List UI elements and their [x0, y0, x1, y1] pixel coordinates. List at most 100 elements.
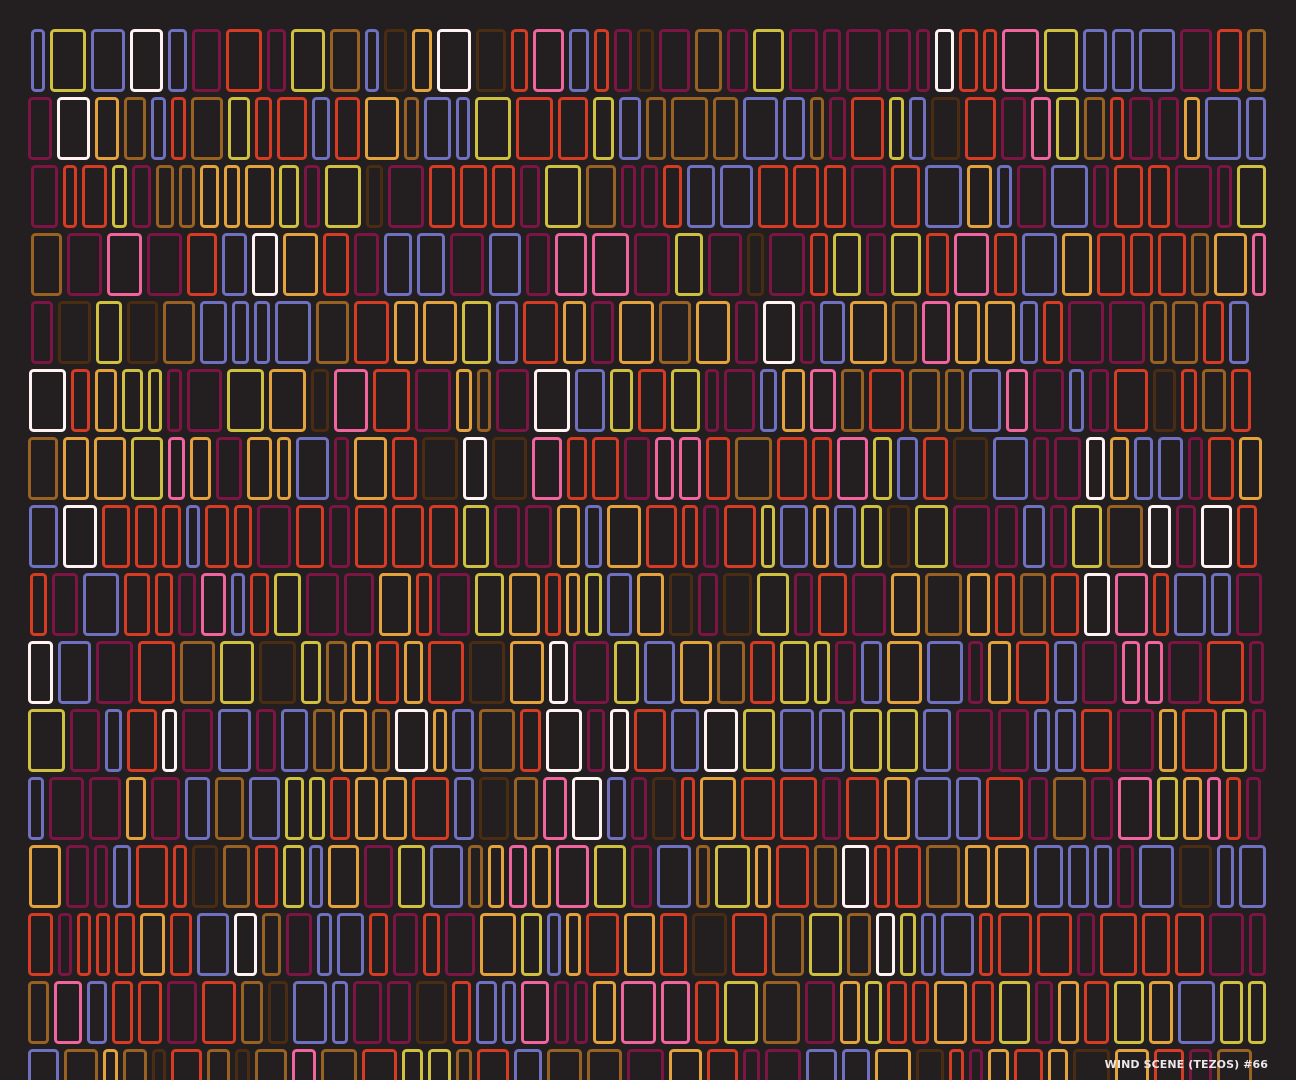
outlined-rectangle [614, 29, 632, 92]
outlined-rectangle [743, 97, 778, 160]
outlined-rectangle [268, 981, 288, 1044]
outlined-rectangle [743, 1049, 760, 1080]
outlined-rectangle [758, 165, 788, 228]
outlined-rectangle [54, 981, 82, 1044]
outlined-rectangle [96, 301, 122, 364]
outlined-rectangle [96, 913, 110, 976]
outlined-rectangle [700, 777, 736, 840]
outlined-rectangle [1153, 369, 1176, 432]
outlined-rectangle [704, 709, 738, 772]
outlined-rectangle [31, 165, 58, 228]
outlined-rectangle [136, 845, 168, 908]
outlined-rectangle [556, 845, 589, 908]
outlined-rectangle [28, 709, 65, 772]
outlined-rectangle [173, 845, 187, 908]
outlined-rectangle [593, 981, 616, 1044]
outlined-rectangle [283, 845, 304, 908]
outlined-rectangle [585, 573, 602, 636]
outlined-rectangle [224, 165, 240, 228]
outlined-rectangle [1139, 29, 1175, 92]
outlined-rectangle [955, 301, 980, 364]
outlined-rectangle [998, 709, 1029, 772]
outlined-rectangle [77, 913, 91, 976]
outlined-rectangle [846, 777, 879, 840]
outlined-rectangle [354, 437, 387, 500]
outlined-rectangle [192, 29, 221, 92]
outlined-rectangle [850, 709, 882, 772]
outlined-rectangle [1175, 913, 1204, 976]
outlined-rectangle [793, 165, 819, 228]
outlined-rectangle [130, 29, 163, 92]
outlined-rectangle [824, 165, 846, 228]
outlined-rectangle [113, 845, 131, 908]
outlined-rectangle [695, 29, 722, 92]
outlined-rectangle [30, 573, 47, 636]
outlined-rectangle [326, 641, 347, 704]
outlined-rectangle [323, 233, 349, 296]
outlined-rectangle [222, 233, 247, 296]
outlined-rectangle [1236, 573, 1262, 636]
outlined-rectangle [671, 97, 708, 160]
outlined-rectangle [283, 233, 318, 296]
outlined-rectangle [988, 1049, 1009, 1080]
outlined-rectangle [404, 97, 419, 160]
outlined-rectangle [659, 301, 691, 364]
outlined-rectangle [1237, 505, 1257, 568]
outlined-rectangle [330, 29, 360, 92]
outlined-rectangle [492, 165, 515, 228]
outlined-rectangle [696, 301, 730, 364]
outlined-rectangle [148, 369, 162, 432]
outlined-rectangle [865, 981, 882, 1044]
outlined-rectangle [610, 709, 629, 772]
outlined-rectangle [496, 369, 529, 432]
outlined-rectangle [682, 505, 698, 568]
outlined-rectangle [953, 437, 988, 500]
outlined-rectangle [621, 165, 636, 228]
outlined-rectangle [776, 845, 809, 908]
outlined-rectangle [727, 29, 748, 92]
outlined-rectangle [514, 1049, 542, 1080]
outlined-rectangle [993, 437, 1028, 500]
outlined-rectangle [592, 233, 629, 296]
outlined-rectangle [1174, 573, 1206, 636]
outlined-rectangle [546, 709, 582, 772]
outlined-rectangle [162, 505, 181, 568]
outlined-rectangle [332, 981, 348, 1044]
outlined-rectangle [28, 913, 53, 976]
outlined-rectangle [200, 165, 219, 228]
outlined-rectangle [1129, 97, 1153, 160]
outlined-rectangle [995, 505, 1018, 568]
outlined-rectangle [29, 845, 61, 908]
outlined-rectangle [1097, 233, 1125, 296]
outlined-rectangle [249, 777, 280, 840]
outlined-rectangle [861, 641, 882, 704]
outlined-rectangle [1118, 777, 1152, 840]
outlined-rectangle [234, 505, 252, 568]
outlined-rectangle [509, 845, 527, 908]
outlined-rectangle [972, 981, 994, 1044]
outlined-rectangle [687, 165, 715, 228]
outlined-rectangle [772, 913, 804, 976]
outlined-rectangle [1252, 233, 1266, 296]
outlined-rectangle [586, 165, 616, 228]
outlined-rectangle [967, 165, 992, 228]
outlined-rectangle [646, 505, 677, 568]
outlined-rectangle [1014, 1049, 1043, 1080]
outlined-rectangle [926, 233, 949, 296]
outlined-rectangle [422, 437, 458, 500]
outlined-rectangle [452, 981, 471, 1044]
outlined-rectangle [218, 709, 251, 772]
outlined-rectangle [934, 981, 967, 1044]
outlined-rectangle [201, 573, 226, 636]
outlined-rectangle [293, 981, 327, 1044]
outlined-rectangle [554, 981, 569, 1044]
outlined-rectangle [523, 301, 558, 364]
outlined-rectangle [886, 29, 911, 92]
outlined-rectangle [631, 777, 647, 840]
outlined-rectangle [330, 777, 350, 840]
outlined-rectangle [151, 97, 166, 160]
outlined-rectangle [489, 233, 521, 296]
outlined-rectangle [126, 777, 146, 840]
outlined-rectangle [494, 505, 520, 568]
outlined-rectangle [696, 845, 710, 908]
